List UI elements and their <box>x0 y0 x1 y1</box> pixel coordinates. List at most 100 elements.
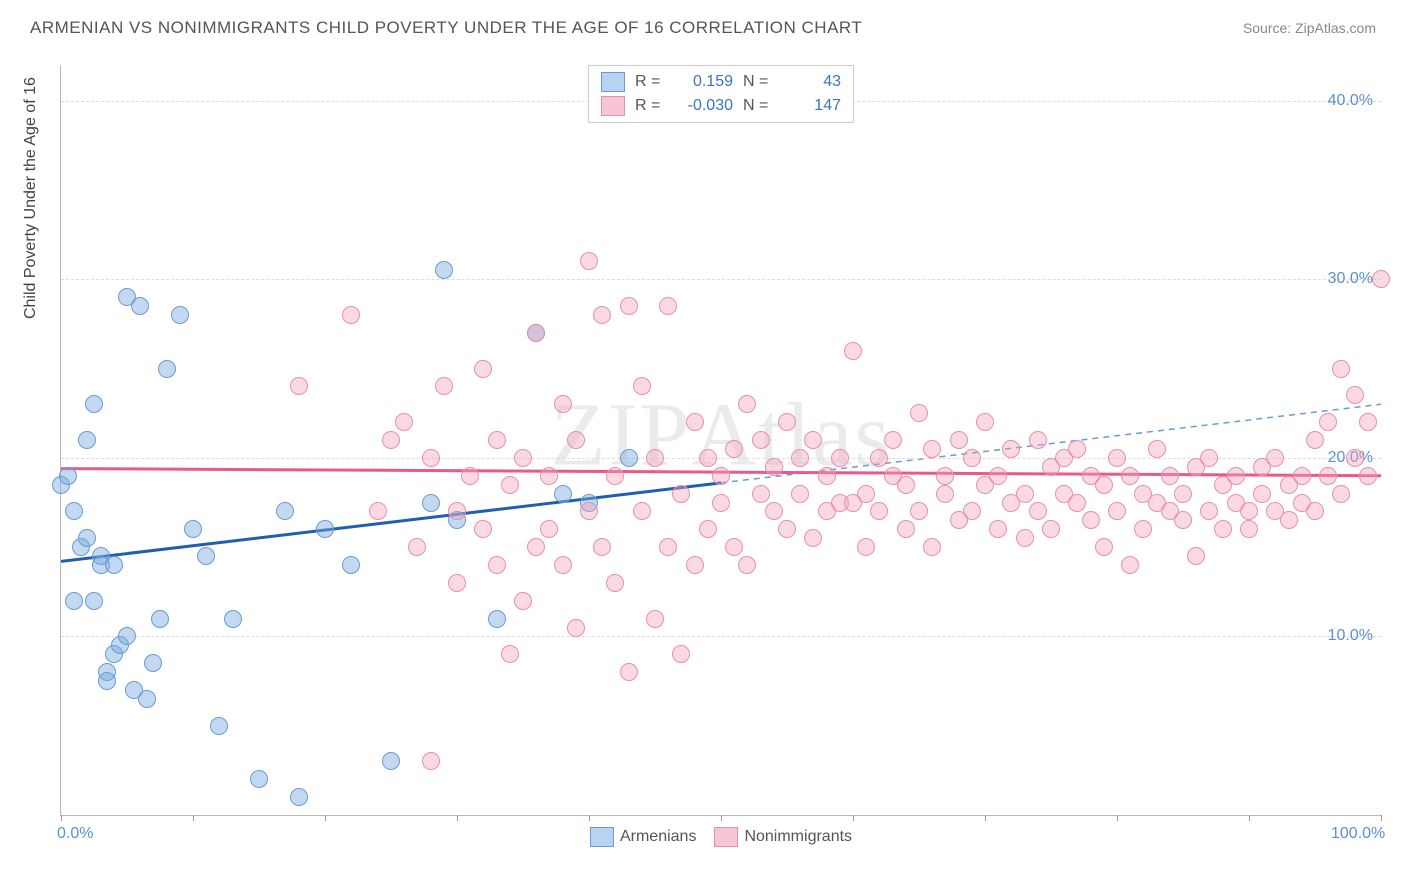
data-point <box>422 752 440 770</box>
data-point <box>1253 485 1271 503</box>
data-point <box>448 502 466 520</box>
data-point <box>474 520 492 538</box>
data-point <box>435 261 453 279</box>
data-point <box>435 377 453 395</box>
x-tick-mark <box>193 815 194 821</box>
data-point <box>712 494 730 512</box>
data-point <box>1042 520 1060 538</box>
data-point <box>1148 440 1166 458</box>
data-point <box>831 449 849 467</box>
data-point <box>606 574 624 592</box>
data-point <box>290 377 308 395</box>
data-point <box>791 449 809 467</box>
x-tick-mark <box>589 815 590 821</box>
data-point <box>1240 502 1258 520</box>
data-point <box>382 752 400 770</box>
legend-swatch-icon <box>590 827 614 847</box>
data-point <box>580 502 598 520</box>
data-point <box>1016 485 1034 503</box>
data-point <box>712 467 730 485</box>
data-point <box>1029 502 1047 520</box>
data-point <box>897 476 915 494</box>
x-tick-mark <box>721 815 722 821</box>
x-tick-mark <box>853 815 854 821</box>
data-point <box>488 610 506 628</box>
data-point <box>78 431 96 449</box>
x-tick-mark <box>61 815 62 821</box>
data-point <box>950 431 968 449</box>
data-point <box>1359 467 1377 485</box>
data-point <box>1306 431 1324 449</box>
data-point <box>59 467 77 485</box>
data-point <box>118 627 136 645</box>
data-point <box>884 431 902 449</box>
data-point <box>210 717 228 735</box>
legend-item-armenians: Armenians <box>590 827 696 847</box>
data-point <box>791 485 809 503</box>
data-point <box>78 529 96 547</box>
data-point <box>1174 485 1192 503</box>
title-bar: ARMENIAN VS NONIMMIGRANTS CHILD POVERTY … <box>30 18 1376 38</box>
data-point <box>474 360 492 378</box>
chart-title: ARMENIAN VS NONIMMIGRANTS CHILD POVERTY … <box>30 18 862 38</box>
data-point <box>752 431 770 449</box>
data-point <box>976 413 994 431</box>
legend-row-nonimmigrants: R = -0.030 N = 147 <box>601 94 841 118</box>
data-point <box>778 413 796 431</box>
data-point <box>1082 511 1100 529</box>
data-point <box>1016 529 1034 547</box>
data-point <box>408 538 426 556</box>
data-point <box>250 770 268 788</box>
x-tick-label: 100.0% <box>1331 825 1385 843</box>
data-point <box>738 556 756 574</box>
data-point <box>699 520 717 538</box>
data-point <box>540 520 558 538</box>
legend-item-nonimmigrants: Nonimmigrants <box>714 827 852 847</box>
data-point <box>98 672 116 690</box>
data-point <box>910 502 928 520</box>
data-point <box>989 520 1007 538</box>
data-point <box>342 556 360 574</box>
y-tick-label: 10.0% <box>1328 627 1373 645</box>
data-point <box>620 297 638 315</box>
data-point <box>923 538 941 556</box>
data-point <box>501 645 519 663</box>
data-point <box>488 556 506 574</box>
data-point <box>158 360 176 378</box>
data-point <box>620 449 638 467</box>
data-point <box>65 502 83 520</box>
data-point <box>290 788 308 806</box>
x-tick-mark <box>325 815 326 821</box>
data-point <box>1200 449 1218 467</box>
data-point <box>738 395 756 413</box>
data-point <box>554 556 572 574</box>
data-point <box>765 458 783 476</box>
y-tick-label: 40.0% <box>1328 92 1373 110</box>
legend-series: Armenians Nonimmigrants <box>590 827 852 847</box>
x-tick-label: 0.0% <box>57 825 93 843</box>
data-point <box>672 645 690 663</box>
data-point <box>1319 467 1337 485</box>
data-point <box>1266 449 1284 467</box>
data-point <box>725 440 743 458</box>
data-point <box>910 404 928 422</box>
data-point <box>448 574 466 592</box>
data-point <box>1346 449 1364 467</box>
data-point <box>1214 520 1232 538</box>
data-point <box>554 395 572 413</box>
data-point <box>844 342 862 360</box>
data-point <box>1108 502 1126 520</box>
data-point <box>422 494 440 512</box>
data-point <box>382 431 400 449</box>
data-point <box>527 538 545 556</box>
data-point <box>659 297 677 315</box>
data-point <box>1293 467 1311 485</box>
data-point <box>857 538 875 556</box>
data-point <box>804 529 822 547</box>
x-tick-mark <box>985 815 986 821</box>
data-point <box>540 467 558 485</box>
x-tick-mark <box>1249 815 1250 821</box>
data-point <box>633 502 651 520</box>
data-point <box>686 413 704 431</box>
data-point <box>422 449 440 467</box>
